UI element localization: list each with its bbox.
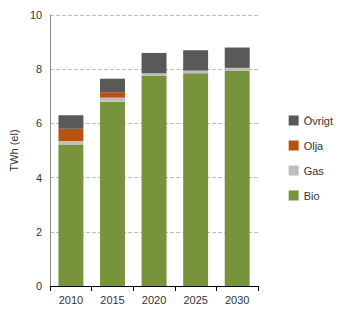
svg-text:2: 2: [36, 226, 42, 238]
svg-text:2010: 2010: [59, 294, 83, 306]
svg-text:Gas: Gas: [304, 165, 325, 177]
svg-text:0: 0: [36, 280, 42, 292]
svg-text:4: 4: [36, 172, 42, 184]
svg-text:2020: 2020: [142, 294, 166, 306]
svg-text:2025: 2025: [183, 294, 207, 306]
svg-text:8: 8: [36, 63, 42, 75]
svg-text:6: 6: [36, 117, 42, 129]
svg-text:Bio: Bio: [304, 190, 320, 202]
svg-text:TWh (el): TWh (el): [8, 129, 20, 171]
svg-text:Övrigt: Övrigt: [304, 115, 333, 127]
svg-text:2015: 2015: [100, 294, 124, 306]
svg-text:Olja: Olja: [304, 140, 324, 152]
svg-text:2030: 2030: [225, 294, 249, 306]
svg-text:10: 10: [30, 9, 42, 21]
